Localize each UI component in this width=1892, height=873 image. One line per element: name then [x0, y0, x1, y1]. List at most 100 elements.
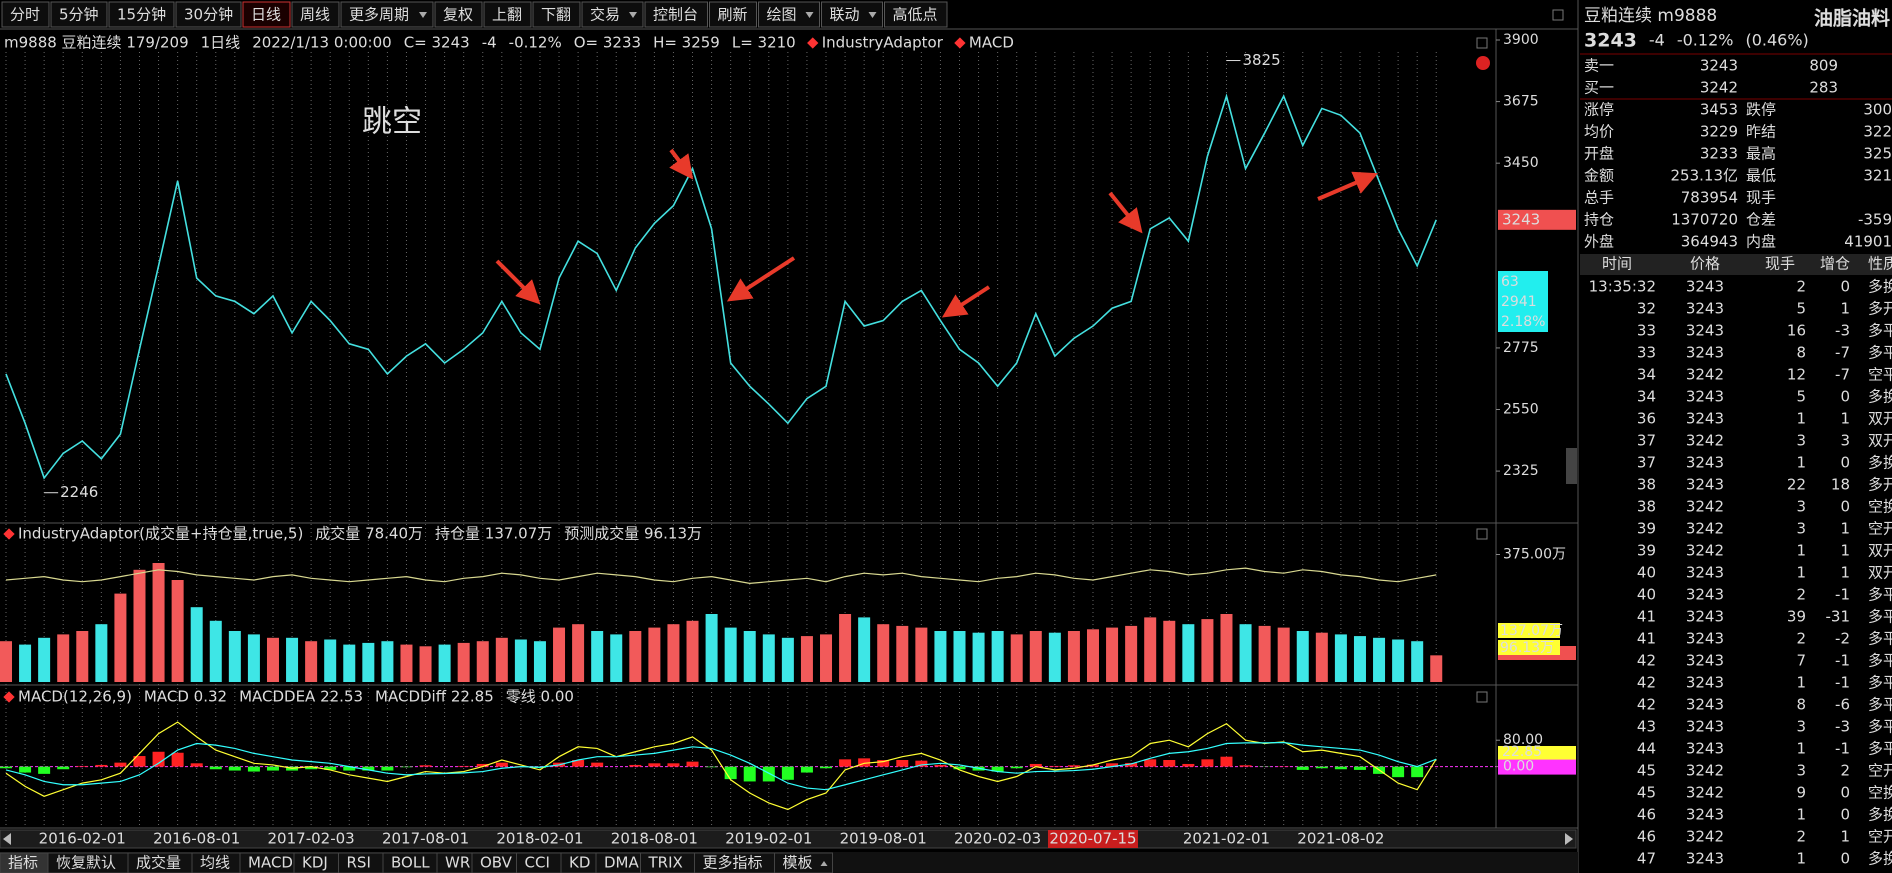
macd-bar [839, 759, 852, 767]
tab-label: TRIX [648, 854, 683, 872]
trade-cell: 1 [1796, 542, 1806, 560]
volume-bar [896, 625, 909, 682]
toolbar-button[interactable] [532, 1, 581, 28]
book-volume: 283 [1809, 79, 1838, 97]
trade-cell: 40 [1637, 564, 1656, 582]
x-tick-label: 2019-02-01 [725, 830, 812, 848]
volume-bar [286, 637, 299, 682]
stat-label: 总手 [1584, 189, 1614, 207]
toolbar-button[interactable] [340, 1, 434, 28]
price-line [5, 93, 1437, 480]
toolbar-button[interactable] [50, 1, 108, 28]
trade-cell: 多平 [1868, 696, 1892, 714]
header-item: C= 3243 [404, 34, 470, 52]
trade-cell: 1 [1796, 740, 1806, 758]
toolbar-button[interactable] [108, 1, 175, 28]
trade-cell: 45 [1637, 762, 1656, 780]
axis-box [1498, 623, 1560, 638]
stat-value: 41901 [1844, 233, 1892, 251]
book-volume: 809 [1809, 57, 1838, 75]
trade-cell: 1 [1840, 828, 1850, 846]
macd-bar [1144, 759, 1157, 767]
volume-bar [76, 631, 89, 682]
trade-cell: 13:35:32 [1589, 278, 1656, 296]
tab-label: 指标 [8, 854, 38, 872]
book-label: 买一 [1584, 79, 1614, 97]
header-item: MACD [969, 34, 1014, 52]
volume-bar [1220, 614, 1233, 682]
trade-cell: 多平 [1868, 344, 1892, 362]
tab-label: MACD [248, 854, 293, 872]
scroll-right[interactable] [1565, 833, 1573, 845]
toolbar-button[interactable] [1, 1, 50, 28]
macd-bar [686, 761, 699, 767]
book-label: 卖一 [1584, 57, 1614, 75]
date-bar [0, 829, 1577, 849]
header-item: H= 3259 [653, 34, 720, 52]
toolbar-button[interactable] [242, 1, 291, 28]
macd-bar [591, 762, 604, 767]
trade-cell: -7 [1835, 366, 1850, 384]
trade-cell: 2 [1840, 762, 1850, 780]
dropdown-arrow [868, 12, 877, 18]
volume-bar [610, 634, 623, 682]
trade-cell: 3 [1840, 432, 1850, 450]
close-icon[interactable] [1476, 56, 1490, 70]
toolbar-button[interactable] [291, 1, 340, 28]
trade-cell: 45 [1637, 784, 1656, 802]
trades-header: 现手 [1765, 255, 1795, 273]
toolbar-button[interactable] [644, 1, 708, 28]
header-item: L= 3210 [732, 34, 796, 52]
trade-cell: 多开 [1868, 300, 1892, 318]
trades-header: 增仓 [1820, 255, 1850, 273]
toolbar-button[interactable] [483, 1, 532, 28]
trades-header: 时间 [1602, 255, 1632, 273]
trade-cell: 38 [1637, 498, 1656, 516]
axis-box-label: 96.13万 [1500, 640, 1554, 656]
trade-cell: 3243 [1686, 454, 1724, 472]
trade-cell: 2 [1796, 586, 1806, 604]
arrow [941, 285, 991, 318]
y-tick-label: 3675 [1503, 94, 1539, 110]
stat-value: 1370720 [1671, 211, 1738, 229]
panel-button[interactable] [1552, 9, 1564, 21]
volume-bar [1296, 631, 1309, 682]
dropdown-arrow [629, 12, 637, 18]
macd-bar [1296, 766, 1309, 770]
trade-cell: 3242 [1686, 784, 1724, 802]
trade-cell: -1 [1835, 674, 1850, 692]
header-item: 1日线 [201, 34, 241, 52]
volume-bar [1029, 631, 1042, 682]
panel-button[interactable] [1476, 528, 1488, 540]
volume-bar [1106, 627, 1119, 682]
toolbar-button[interactable] [434, 1, 483, 28]
quote-change: -4 [1649, 31, 1665, 50]
toolbar-button[interactable] [884, 1, 948, 28]
trade-cell: 1 [1840, 520, 1850, 538]
macd-bar [705, 766, 718, 768]
macd-bar [400, 766, 413, 768]
stat-value: 322 [1863, 123, 1892, 141]
arrows [495, 148, 1379, 318]
toolbar-button[interactable] [175, 1, 242, 28]
header-item: MACD(12,26,9) [18, 688, 132, 706]
book-price: 3243 [1700, 57, 1738, 75]
panel-button[interactable] [1476, 37, 1488, 49]
trade-cell: 3243 [1686, 322, 1724, 340]
toolbar-button[interactable] [709, 1, 757, 28]
trade-cell: 2 [1796, 630, 1806, 648]
panel-button[interactable] [1476, 691, 1488, 703]
tab[interactable] [774, 852, 833, 873]
toolbar-label: 绘图 [767, 6, 797, 24]
trade-cell: 多平 [1868, 630, 1892, 648]
macd-bar [495, 762, 508, 767]
trade-cell: 33 [1637, 344, 1656, 362]
trade-cell: 3242 [1686, 366, 1724, 384]
macd-bar [953, 766, 966, 770]
side-tab[interactable] [1566, 448, 1577, 484]
axis-box [1498, 640, 1560, 655]
scroll-left[interactable] [3, 833, 11, 845]
trade-cell: 3243 [1686, 344, 1724, 362]
toolbar-label: 日线 [251, 6, 281, 24]
